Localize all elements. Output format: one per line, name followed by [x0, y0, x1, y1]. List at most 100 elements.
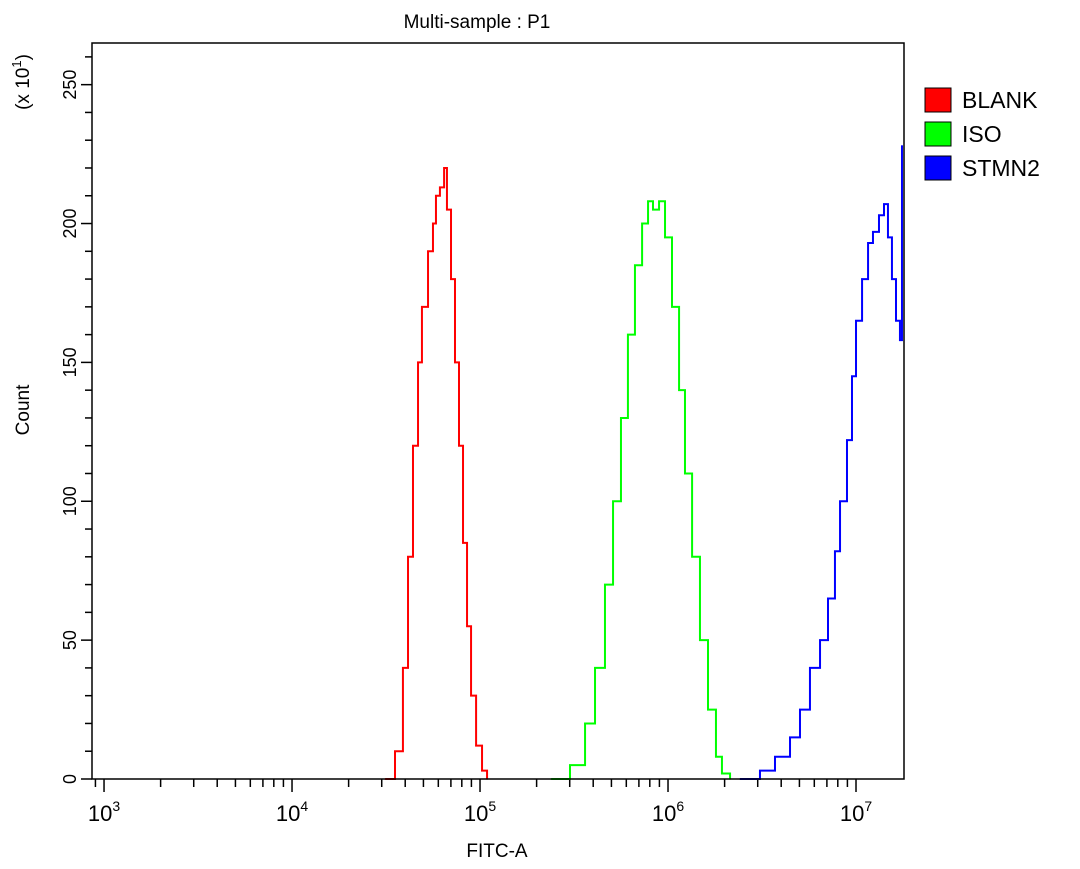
y-multiplier-exp: 1: [9, 60, 24, 67]
data-point-stmn2: [899, 339, 901, 341]
y-multiplier-base: (x 10: [13, 68, 34, 110]
data-point-iso: [612, 500, 614, 503]
data-point-stmn2: [819, 639, 821, 641]
data-point-stmn2: [809, 667, 811, 669]
data-point-iso: [721, 772, 723, 775]
data-point-stmn2: [878, 214, 880, 216]
data-point-blank: [432, 222, 434, 225]
data-point-iso: [620, 417, 622, 419]
data-point-stmn2: [867, 242, 869, 244]
data-point-iso: [699, 639, 701, 641]
x-tick-label: 103: [88, 798, 120, 826]
legend: BLANK ISO STMN2: [924, 87, 1040, 181]
x-tick-base: 10: [464, 801, 488, 826]
data-point-stmn2: [855, 319, 857, 322]
data-point-blank: [417, 361, 419, 364]
series-layer: [384, 144, 903, 780]
data-point-iso: [678, 389, 680, 391]
data-point-blank: [462, 542, 464, 544]
x-tick-exp: 4: [300, 798, 308, 814]
legend-swatch-stmn2: [924, 155, 952, 181]
legend-label: ISO: [962, 121, 1002, 147]
y-tick-label: 150: [60, 347, 80, 377]
data-point-stmn2: [759, 769, 761, 772]
data-point-blank: [454, 361, 456, 364]
data-point-blank: [458, 444, 460, 447]
legend-label: BLANK: [962, 87, 1038, 113]
data-point-stmn2: [887, 236, 889, 239]
y-multiplier-close: ): [13, 54, 34, 60]
data-point-blank: [439, 186, 441, 189]
data-point-iso: [604, 583, 606, 586]
x-tick-base: 10: [276, 801, 300, 826]
data-point-blank: [421, 306, 423, 308]
data-point-iso: [641, 222, 643, 225]
y-multiplier-label: (x 101): [9, 54, 34, 110]
data-point-iso: [664, 236, 666, 239]
legend-label: STMN2: [962, 155, 1040, 181]
data-point-stmn2: [851, 375, 853, 378]
x-tick-base: 10: [840, 801, 864, 826]
x-tick-label: 107: [840, 798, 872, 826]
data-point-blank: [470, 694, 472, 697]
data-point-stmn2: [839, 500, 841, 503]
x-tick-base: 10: [652, 801, 676, 826]
data-point-stmn2: [789, 736, 791, 739]
data-point-stmn2: [895, 319, 897, 322]
data-point-iso: [634, 264, 636, 266]
data-point-blank: [481, 769, 483, 772]
y-tick-label: 100: [60, 486, 80, 516]
y-tick-label: 50: [60, 630, 80, 650]
data-point-iso: [627, 333, 629, 336]
x-tick-base: 10: [88, 801, 112, 826]
x-tick-label: 106: [652, 798, 684, 826]
data-point-iso: [684, 472, 686, 475]
data-point-iso: [671, 306, 673, 308]
data-point-stmn2: [861, 278, 863, 280]
legend-swatch-iso: [924, 121, 952, 147]
data-point-stmn2: [872, 231, 874, 233]
data-point-iso: [647, 200, 649, 203]
data-point-stmn2: [901, 144, 903, 147]
x-tick-exp: 7: [864, 798, 872, 814]
data-point-blank: [435, 194, 437, 197]
data-point-blank: [402, 667, 404, 669]
data-point-blank: [450, 278, 452, 280]
x-tick-exp: 6: [676, 798, 684, 814]
y-tick-label: 250: [60, 70, 80, 100]
data-point-blank: [407, 556, 409, 558]
data-point-iso: [584, 722, 586, 725]
data-point-blank: [412, 444, 414, 447]
data-point-stmn2: [834, 550, 836, 553]
x-tick-label: 104: [276, 798, 308, 826]
data-point-stmn2: [883, 203, 885, 205]
data-point-stmn2: [799, 708, 801, 711]
data-point-blank: [446, 208, 448, 211]
series-line-stmn2: [740, 145, 903, 780]
data-point-stmn2: [846, 439, 848, 441]
plot-frame: [91, 42, 905, 780]
chart-title: Multi-sample : P1: [404, 12, 551, 33]
data-point-iso: [715, 755, 717, 758]
legend-swatch-blank: [924, 87, 952, 113]
y-tick-label: 200: [60, 209, 80, 239]
data-point-stmn2: [774, 755, 776, 758]
series-line-blank: [385, 166, 489, 780]
data-point-blank: [475, 744, 477, 747]
data-point-blank: [394, 750, 396, 753]
y-tick-label: 0: [60, 774, 80, 784]
x-tick-label: 105: [464, 798, 496, 826]
x-tick-exp: 3: [112, 798, 120, 814]
y-axis: 0 50 100 150 200 250: [60, 56, 92, 784]
data-point-iso: [707, 708, 709, 711]
data-point-iso: [594, 667, 596, 669]
data-point-iso: [658, 200, 660, 203]
data-point-blank: [466, 625, 468, 628]
data-point-iso: [569, 764, 571, 766]
x-axis: 103 104 105 106 107: [88, 779, 872, 826]
y-axis-label: Count: [13, 384, 34, 435]
data-point-stmn2: [827, 597, 829, 600]
data-point-iso: [652, 208, 654, 211]
x-axis-label: FITC-A: [466, 841, 528, 862]
